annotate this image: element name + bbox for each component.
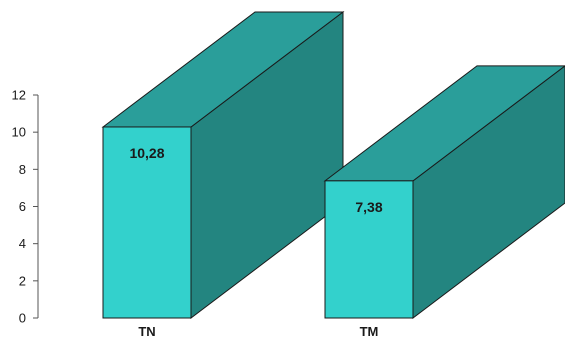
category-label-TM: TM [360,324,379,339]
bar-TN: 10,28 [101,10,345,320]
y-tick-label-6: 6 [19,199,26,214]
bar-front-TM [324,180,414,319]
y-axis: 0 2 4 6 8 10 12 [12,88,39,326]
y-tick-label-4: 4 [19,236,26,251]
data-label-TN: 10,28 [129,145,164,161]
y-tick-label-12: 12 [12,88,26,103]
category-label-TN: TN [138,324,155,339]
bar-TM: 7,38 [323,65,565,320]
y-tick-label-0: 0 [19,311,26,326]
y-tick-label-2: 2 [19,273,26,288]
data-label-TM: 7,38 [355,199,382,215]
y-tick-label-8: 8 [19,162,26,177]
bar-front-TN [102,126,192,319]
y-tick-label-10: 10 [12,125,26,140]
y-axis-ticks: 0 2 4 6 8 10 12 [12,88,38,326]
bars: 10,28 7,38 [101,10,565,320]
category-labels: TN TM [138,324,378,339]
